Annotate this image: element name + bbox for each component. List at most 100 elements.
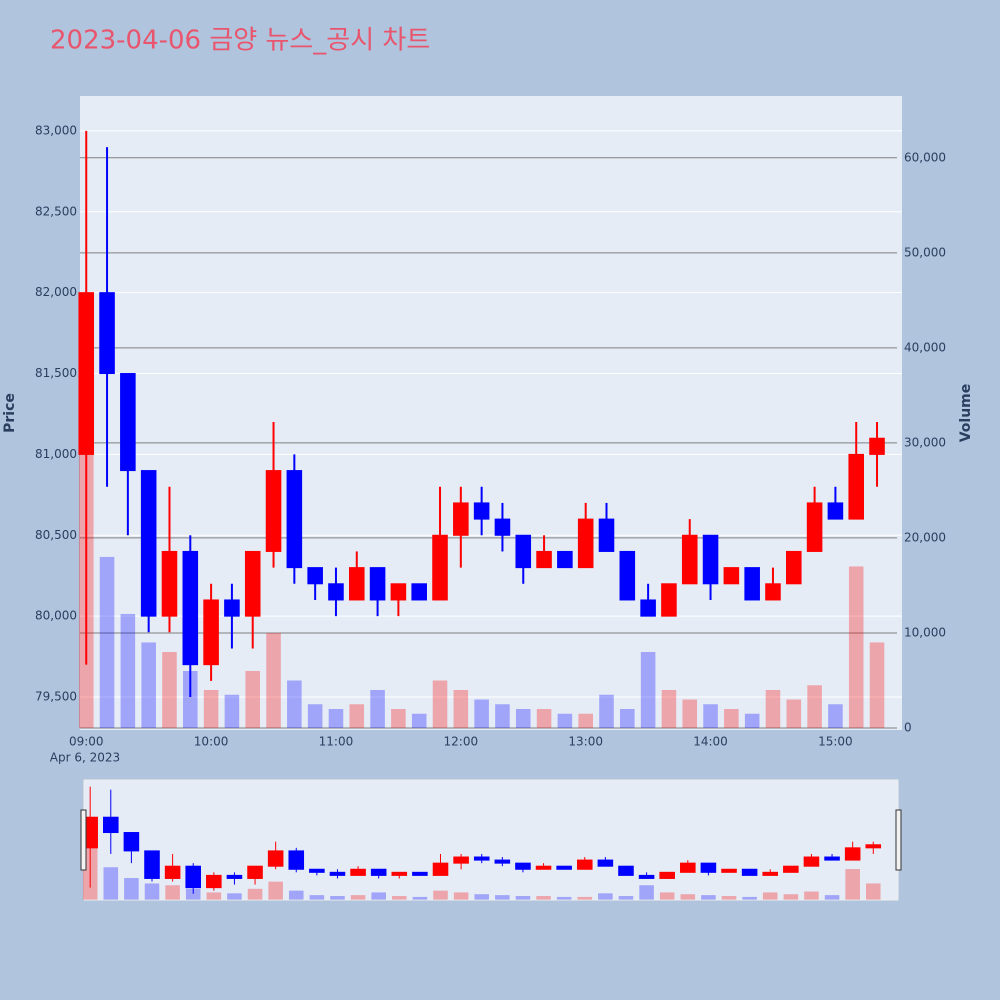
- candle-body: [350, 868, 366, 876]
- volume-bar: [578, 713, 593, 729]
- volume-bar: [824, 895, 840, 900]
- volume-bar: [287, 680, 302, 729]
- candle-body: [494, 518, 511, 536]
- candle-body: [103, 816, 119, 834]
- candle-body: [762, 871, 779, 876]
- volume-bar: [247, 888, 263, 900]
- volume-bar: [661, 689, 677, 729]
- volume-bar: [183, 670, 198, 729]
- volume-bar: [288, 890, 304, 900]
- volume-bar: [268, 881, 283, 900]
- candle-body: [536, 550, 552, 569]
- candle-body: [411, 583, 427, 601]
- candle-body: [618, 865, 634, 876]
- candle-body: [741, 868, 758, 876]
- volume-bar: [103, 867, 119, 900]
- volume-bar: [120, 613, 136, 729]
- candle-body: [577, 518, 594, 569]
- y2-tick-label: 50,000: [904, 245, 946, 259]
- candle-body: [723, 567, 740, 585]
- candle-body: [182, 550, 199, 666]
- candle-body: [556, 865, 572, 870]
- volume-bar: [639, 885, 654, 900]
- candle-body: [265, 470, 282, 552]
- volume-bar: [557, 713, 573, 729]
- volume-bar: [371, 892, 386, 900]
- candle-body: [224, 599, 240, 617]
- candle-body: [515, 534, 532, 569]
- volume-bar: [370, 689, 385, 729]
- x-tick-label: 09:00: [69, 735, 104, 749]
- candle-body: [391, 871, 408, 876]
- volume-bar: [141, 642, 156, 729]
- y-axis-title: Price: [2, 393, 18, 433]
- volume-bar: [224, 694, 240, 729]
- range-handle-right[interactable]: [895, 809, 902, 871]
- y-tick-label: 80,500: [35, 528, 77, 542]
- volume-bar: [144, 883, 160, 900]
- volume-bar: [350, 895, 366, 900]
- x-tick-label: 12:00: [444, 735, 479, 749]
- candle-body: [226, 874, 243, 879]
- volume-bar: [206, 892, 222, 900]
- range-handle-left[interactable]: [80, 809, 87, 871]
- candle-body: [681, 534, 698, 585]
- candle-body: [576, 859, 593, 870]
- y2-tick-label: 0: [904, 721, 912, 735]
- candle-body: [803, 856, 820, 867]
- candle-body: [721, 868, 737, 873]
- y-tick-label: 82,500: [35, 204, 77, 218]
- volume-bar: [762, 892, 778, 900]
- volume-bar: [307, 704, 323, 729]
- candle-body: [288, 850, 305, 870]
- candle-body: [640, 599, 656, 617]
- volume-bar: [721, 896, 737, 900]
- candle-body: [786, 550, 802, 585]
- candle-body: [661, 583, 677, 617]
- volume-bar: [536, 896, 551, 900]
- y-tick-label: 80,000: [35, 609, 77, 623]
- candle-body: [309, 868, 325, 873]
- volume-bar: [783, 894, 799, 900]
- volume-bar: [411, 713, 427, 729]
- candle-body: [99, 292, 115, 375]
- volume-bar: [786, 699, 802, 729]
- candle-body: [140, 470, 157, 617]
- volume-bar: [495, 704, 510, 729]
- volume-bar: [804, 891, 819, 900]
- candle-body: [557, 550, 573, 569]
- candle-body: [638, 874, 655, 879]
- y2-tick-label: 40,000: [904, 340, 946, 354]
- volume-bar: [744, 713, 760, 729]
- volume-bar: [865, 883, 881, 900]
- x-tick-label: 15:00: [818, 735, 853, 749]
- volume-bar: [680, 894, 696, 900]
- candle-body: [515, 862, 531, 870]
- volume-bar: [203, 689, 219, 729]
- candle-body: [412, 871, 428, 876]
- volume-bar: [474, 699, 489, 729]
- x-tick-label: 14:00: [693, 735, 728, 749]
- volume-bar: [266, 632, 281, 729]
- candle-body: [267, 850, 284, 867]
- volume-bar: [227, 893, 242, 900]
- candle-body: [806, 502, 823, 552]
- candle-body: [598, 518, 615, 552]
- volume-bar: [599, 694, 614, 729]
- volume-bar: [536, 708, 552, 729]
- candle-body: [619, 550, 636, 601]
- x-tick-label: 10:00: [194, 735, 229, 749]
- candle-body: [161, 550, 178, 617]
- y2-tick-label: 10,000: [904, 625, 946, 639]
- candle-body: [453, 502, 469, 536]
- volume-bar: [185, 888, 201, 900]
- volume-bar: [124, 878, 139, 900]
- volume-bar: [328, 708, 344, 729]
- volume-bar: [453, 892, 469, 900]
- y2-tick-label: 60,000: [904, 150, 946, 164]
- candle-body: [824, 856, 840, 861]
- x-date-label: Apr 6, 2023: [50, 751, 120, 765]
- candle-body: [473, 502, 490, 520]
- volume-bar: [330, 896, 345, 900]
- candle-body: [369, 567, 386, 601]
